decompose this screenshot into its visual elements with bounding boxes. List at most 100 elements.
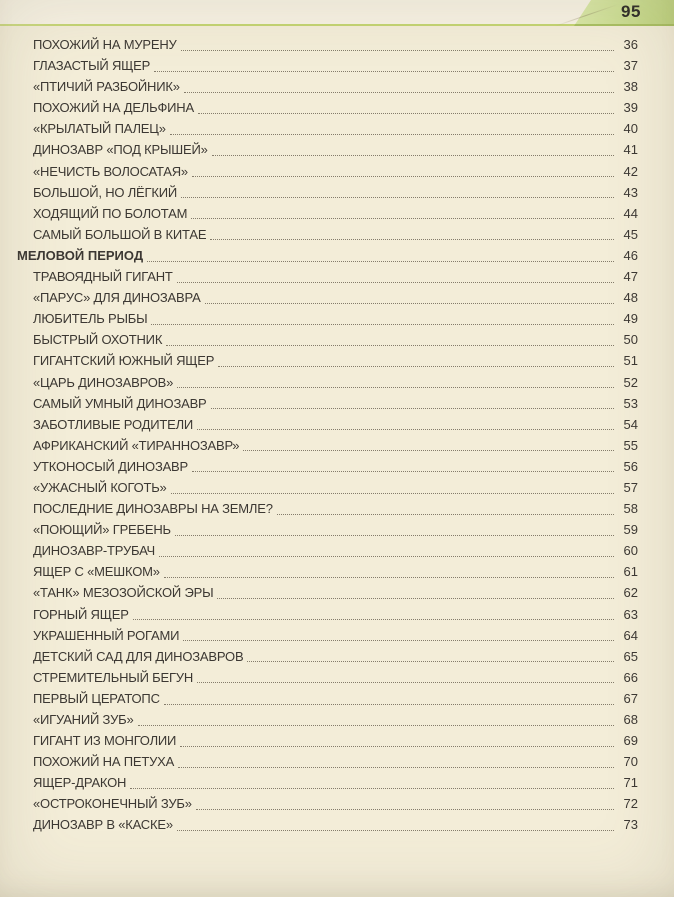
toc-entry: ГИГАНТ ИЗ МОНГОЛИИ 69 — [17, 730, 638, 751]
dotted-leader — [218, 366, 614, 367]
toc-entry-title: БОЛЬШОЙ, НО ЛЁГКИЙ — [33, 184, 178, 200]
dotted-leader — [211, 155, 614, 157]
toc-entry: ГОРНЫЙ ЯЩЕР 63 — [17, 604, 638, 625]
dotted-leader — [159, 555, 614, 557]
dotted-leader — [130, 787, 614, 789]
toc-entry-title: ГИГАНТСКИЙ ЮЖНЫЙ ЯЩЕР — [33, 353, 215, 369]
toc-entry-page: 42 — [623, 163, 638, 179]
toc-entry-page: 52 — [623, 374, 638, 390]
toc-entry: ЛЮБИТЕЛЬ РЫБЫ 49 — [17, 308, 638, 329]
toc-entry-title: ДЕТСКИЙ САД ДЛЯ ДИНОЗАВРОВ — [33, 648, 244, 664]
dotted-leader — [151, 323, 614, 325]
toc-entry-page: 45 — [623, 226, 638, 242]
toc-list: ПОХОЖИЙ НА МУРЕНУ 36 ГЛАЗАСТЫЙ ЯЩЕР 37 «… — [0, 24, 674, 836]
toc-entry: СТРЕМИТЕЛЬНЫЙ БЕГУН 66 — [17, 667, 638, 688]
toc-entry-title: ГЛАЗАСТЫЙ ЯЩЕР — [33, 58, 151, 74]
toc-entry-title: «НЕЧИСТЬ ВОЛОСАТАЯ» — [33, 163, 188, 179]
toc-entry: ЯЩЕР-ДРАКОН 71 — [17, 772, 638, 793]
toc-entry-title: ПОХОЖИЙ НА ПЕТУХА — [33, 754, 175, 770]
toc-entry: ЗАБОТЛИВЫЕ РОДИТЕЛИ 54 — [17, 414, 638, 435]
toc-entry-title: БЫСТРЫЙ ОХОТНИК — [33, 332, 163, 348]
toc-entry-page: 50 — [623, 332, 638, 348]
toc-entry-title: ДИНОЗАВР В «КАСКЕ» — [33, 817, 173, 833]
toc-entry-page: 53 — [623, 395, 638, 411]
toc-entry-page: 62 — [623, 585, 638, 601]
toc-entry: ПОХОЖИЙ НА ДЕЛЬФИНА 39 — [17, 97, 638, 118]
toc-entry: ПЕРВЫЙ ЦЕРАТОПС 67 — [17, 688, 638, 709]
toc-entry-title: ЯЩЕР С «МЕШКОМ» — [33, 564, 160, 580]
toc-entry-page: 44 — [623, 205, 638, 221]
dotted-leader — [243, 450, 614, 452]
toc-entry: «ОСТРОКОНЕЧНЫЙ ЗУБ» 72 — [17, 793, 638, 814]
toc-entry: ДИНОЗАВР «ПОД КРЫШЕЙ» 41 — [17, 139, 638, 160]
dotted-leader — [210, 239, 614, 241]
toc-entry-title: «ПОЮЩИЙ» ГРЕБЕНЬ — [33, 522, 171, 538]
toc-entry: ЯЩЕР С «МЕШКОМ» 61 — [17, 561, 638, 582]
toc-entry-page: 69 — [623, 733, 638, 749]
toc-entry: ГИГАНТСКИЙ ЮЖНЫЙ ЯЩЕР 51 — [17, 350, 638, 371]
toc-entry-page: 47 — [623, 269, 638, 285]
toc-entry: «ПТИЧИЙ РАЗБОЙНИК» 38 — [17, 76, 638, 97]
toc-entry-title: УТКОНОСЫЙ ДИНОЗАВР — [33, 458, 189, 474]
toc-entry: ПОХОЖИЙ НА ПЕТУХА 70 — [17, 751, 638, 772]
toc-entry-page: 66 — [623, 669, 638, 685]
toc-entry-title: САМЫЙ УМНЫЙ ДИНОЗАВР — [33, 395, 207, 411]
dotted-leader — [183, 640, 614, 642]
toc-entry-page: 64 — [623, 627, 638, 643]
toc-entry-page: 57 — [623, 479, 638, 495]
toc-entry-page: 40 — [623, 121, 638, 137]
toc-entry: «ЦАРЬ ДИНОЗАВРОВ» 52 — [17, 372, 638, 393]
toc-entry-page: 65 — [623, 648, 638, 664]
toc-entry-page: 59 — [623, 522, 638, 538]
toc-entry-page: 61 — [623, 564, 638, 580]
dotted-leader — [217, 598, 614, 600]
dotted-leader — [197, 112, 614, 114]
dotted-leader — [170, 492, 614, 494]
toc-entry-title: «КРЫЛАТЫЙ ПАЛЕЦ» — [33, 121, 166, 137]
toc-entry: «НЕЧИСТЬ ВОЛОСАТАЯ» 42 — [17, 161, 638, 182]
toc-entry-title: ЗАБОТЛИВЫЕ РОДИТЕЛИ — [33, 416, 194, 432]
dotted-leader — [276, 513, 614, 515]
dotted-leader — [177, 387, 614, 389]
dotted-leader — [169, 133, 614, 135]
toc-entry-title: ПЕРВЫЙ ЦЕРАТОПС — [33, 690, 160, 706]
toc-entry-page: 38 — [623, 79, 638, 95]
dotted-leader — [181, 197, 614, 199]
toc-entry-title: АФРИКАНСКИЙ «ТИРАННОЗАВР» — [33, 437, 240, 453]
toc-entry-title: «ИГУАНИЙ ЗУБ» — [33, 712, 134, 727]
toc-entry-title: «ПТИЧИЙ РАЗБОЙНИК» — [33, 79, 180, 95]
toc-entry-title: ПОХОЖИЙ НА ДЕЛЬФИНА — [33, 100, 194, 116]
toc-entry-title: «ЦАРЬ ДИНОЗАВРОВ» — [33, 374, 174, 390]
dotted-leader — [176, 281, 614, 283]
toc-entry: БЫСТРЫЙ ОХОТНИК 50 — [17, 329, 638, 350]
toc-entry-page: 70 — [623, 754, 638, 770]
dotted-leader — [174, 534, 614, 536]
toc-entry: УКРАШЕННЫЙ РОГАМИ 64 — [17, 625, 638, 646]
toc-entry: ДИНОЗАВР В «КАСКЕ» 73 — [17, 814, 638, 835]
toc-entry: САМЫЙ УМНЫЙ ДИНОЗАВР 53 — [17, 393, 638, 414]
toc-entry-page: 36 — [623, 37, 638, 52]
toc-entry-title: ЛЮБИТЕЛЬ РЫБЫ — [33, 311, 148, 327]
dotted-leader — [163, 576, 614, 578]
toc-entry: АФРИКАНСКИЙ «ТИРАННОЗАВР» 55 — [17, 435, 638, 456]
toc-entry-title: УКРАШЕННЫЙ РОГАМИ — [33, 627, 180, 643]
dotted-leader — [178, 766, 614, 768]
toc-entry: ХОДЯЩИЙ ПО БОЛОТАМ 44 — [17, 203, 638, 224]
dotted-leader — [192, 471, 614, 473]
toc-entry-title: ПОХОЖИЙ НА МУРЕНУ — [33, 37, 177, 52]
toc-entry-title: ГИГАНТ ИЗ МОНГОЛИИ — [33, 733, 177, 749]
toc-entry-page: 71 — [623, 775, 638, 791]
dotted-leader — [247, 661, 614, 663]
dotted-leader — [154, 70, 614, 72]
toc-entry: ДИНОЗАВР-ТРУБАЧ 60 — [17, 540, 638, 561]
toc-entry: «ИГУАНИЙ ЗУБ» 68 — [17, 709, 638, 730]
toc-entry-page: 39 — [623, 100, 638, 116]
dotted-leader — [183, 91, 614, 93]
toc-entry: УТКОНОСЫЙ ДИНОЗАВР 56 — [17, 456, 638, 477]
dotted-leader — [191, 176, 614, 178]
toc-entry-title: МЕЛОВОЙ ПЕРИОД — [17, 247, 144, 263]
toc-entry-page: 58 — [623, 501, 638, 517]
dotted-leader — [204, 302, 614, 304]
toc-entry: ТРАВОЯДНЫЙ ГИГАНТ 47 — [17, 266, 638, 287]
toc-entry-title: «ОСТРОКОНЕЧНЫЙ ЗУБ» — [33, 796, 192, 812]
